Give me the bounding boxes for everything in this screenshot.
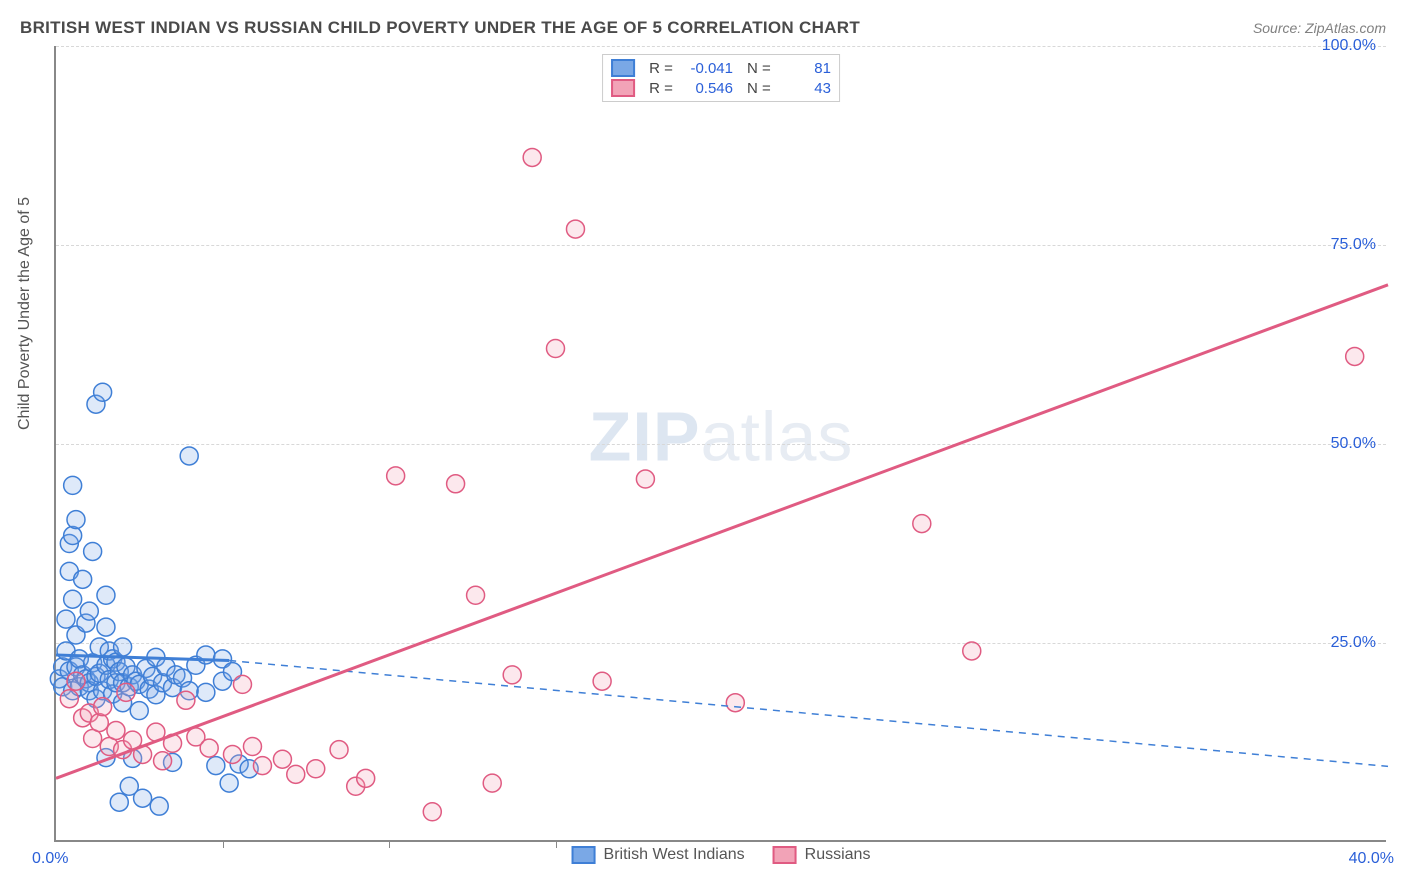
data-point — [114, 638, 132, 656]
data-point — [207, 757, 225, 775]
data-point — [593, 672, 611, 690]
data-point — [273, 750, 291, 768]
swatch-bwi — [611, 59, 635, 77]
data-point — [177, 691, 195, 709]
stats-r-label: R = — [649, 80, 673, 97]
swatch-rus — [611, 79, 635, 97]
data-point — [84, 542, 102, 560]
data-point — [110, 793, 128, 811]
source-name: ZipAtlas.com — [1305, 20, 1386, 36]
stats-r-val-rus: 0.546 — [677, 80, 733, 97]
data-point — [307, 760, 325, 778]
data-point — [150, 797, 168, 815]
data-point — [243, 737, 261, 755]
stats-r-val-bwi: -0.041 — [677, 60, 733, 77]
data-point — [200, 739, 218, 757]
legend-label: Russians — [805, 846, 871, 864]
data-point — [97, 586, 115, 604]
data-point — [447, 475, 465, 493]
bottom-legend: British West Indians Russians — [572, 842, 871, 864]
data-point — [387, 467, 405, 485]
trend-line — [56, 285, 1388, 779]
data-point — [423, 803, 441, 821]
legend-label: British West Indians — [604, 846, 745, 864]
plot-area: ZIPatlas 25.0%50.0%75.0%100.0% R = -0.04… — [54, 46, 1386, 842]
stats-row-rus: R = 0.546 N = 43 — [611, 79, 831, 97]
source-attribution: Source: ZipAtlas.com — [1253, 20, 1386, 36]
x-tick — [556, 840, 557, 848]
legend-item: British West Indians — [572, 846, 745, 864]
data-point — [74, 570, 92, 588]
stats-n-label: N = — [747, 80, 771, 97]
data-point — [253, 757, 271, 775]
x-axis-min-label: 0.0% — [32, 850, 68, 868]
data-point — [60, 690, 78, 708]
x-axis-max-label: 40.0% — [1349, 850, 1394, 868]
data-point — [220, 774, 238, 792]
data-point — [134, 789, 152, 807]
data-point — [154, 752, 172, 770]
stats-n-val-bwi: 81 — [775, 60, 831, 77]
stats-n-label: N = — [747, 60, 771, 77]
data-point — [197, 683, 215, 701]
data-point — [90, 714, 108, 732]
data-point — [80, 602, 98, 620]
data-point — [636, 470, 654, 488]
chart-title: BRITISH WEST INDIAN VS RUSSIAN CHILD POV… — [20, 18, 860, 38]
data-point — [130, 702, 148, 720]
stats-legend: R = -0.041 N = 81 R = 0.546 N = 43 — [602, 54, 840, 102]
x-tick — [223, 840, 224, 848]
stats-row-bwi: R = -0.041 N = 81 — [611, 59, 831, 77]
data-point — [57, 610, 75, 628]
data-point — [1346, 347, 1364, 365]
data-point — [503, 666, 521, 684]
legend-item: Russians — [773, 846, 871, 864]
data-point — [913, 515, 931, 533]
data-point — [64, 476, 82, 494]
data-point — [67, 511, 85, 529]
trend-line-extrapolated — [229, 661, 1388, 767]
stats-n-val-rus: 43 — [775, 80, 831, 97]
data-point — [97, 618, 115, 636]
data-point — [357, 769, 375, 787]
data-point — [547, 339, 565, 357]
data-point — [94, 383, 112, 401]
stats-r-label: R = — [649, 60, 673, 77]
y-axis-label: Child Poverty Under the Age of 5 — [16, 197, 34, 430]
data-point — [223, 745, 241, 763]
data-point — [117, 683, 135, 701]
data-point — [726, 694, 744, 712]
data-point — [467, 586, 485, 604]
data-point — [180, 447, 198, 465]
data-point — [233, 675, 251, 693]
data-point — [330, 741, 348, 759]
data-point — [483, 774, 501, 792]
legend-swatch — [572, 846, 596, 864]
source-prefix: Source: — [1253, 20, 1305, 36]
data-point — [523, 148, 541, 166]
data-point — [566, 220, 584, 238]
x-tick — [389, 840, 390, 848]
chart-header: BRITISH WEST INDIAN VS RUSSIAN CHILD POV… — [20, 18, 1386, 38]
legend-swatch — [773, 846, 797, 864]
scatter-svg — [56, 46, 1386, 840]
data-point — [67, 672, 85, 690]
data-point — [963, 642, 981, 660]
data-point — [94, 698, 112, 716]
data-point — [64, 527, 82, 545]
data-point — [107, 722, 125, 740]
data-point — [287, 765, 305, 783]
data-point — [64, 590, 82, 608]
